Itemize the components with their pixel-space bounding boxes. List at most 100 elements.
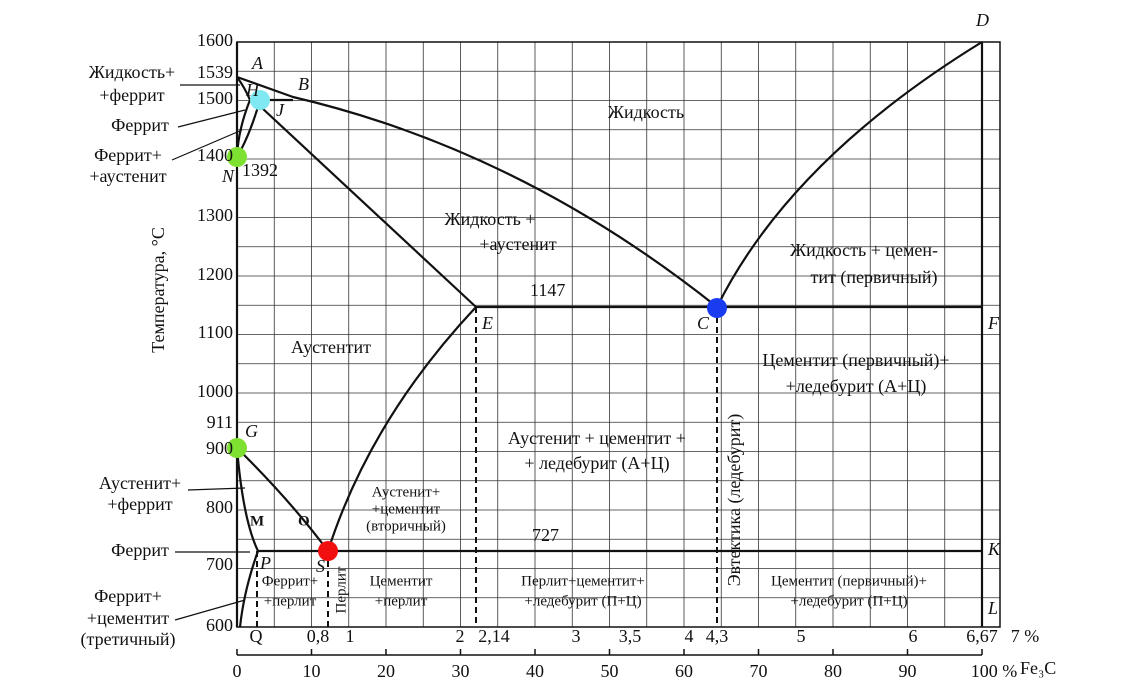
- fe3c-tick-label: 70: [750, 661, 768, 681]
- c-tick: 2: [456, 626, 465, 646]
- grid: [236, 41, 1000, 628]
- liquidus-abc: [236, 75, 718, 308]
- point-label: O: [298, 513, 310, 529]
- fe3c-tick-label: 20: [377, 661, 395, 681]
- y-tick: 1300: [197, 205, 233, 225]
- y-tick: 900: [206, 438, 233, 458]
- region-label: Аустенит + цементит +: [508, 428, 686, 448]
- region-label: Жидкость +: [445, 209, 536, 229]
- region-label: Жидкость: [608, 102, 684, 122]
- region-label: Аустенит+: [372, 484, 441, 500]
- point-label: L: [987, 598, 998, 618]
- side-label: +феррит: [107, 494, 172, 514]
- y-tick: 1500: [197, 88, 233, 108]
- point-label: E: [481, 313, 493, 333]
- fe3c-tick-label: 40: [526, 661, 544, 681]
- region-label: +ледебурит (П+Ц): [524, 593, 641, 609]
- point-g-marker: [227, 438, 247, 458]
- fe3c-tick-label: 50: [601, 661, 619, 681]
- c-tick: 1: [346, 626, 355, 646]
- c-tick: 5: [797, 626, 806, 646]
- peritectic: [236, 76, 293, 102]
- side-label: Феррит+: [94, 145, 162, 165]
- pointers: [171, 84, 250, 621]
- point-label: D: [975, 10, 989, 30]
- fe3c-tick-label: 10: [303, 661, 321, 681]
- point-label: N: [221, 166, 235, 186]
- c-axis: Q 0,8 1 2 2,14 3 3,5 4 4,3 5 6 6,67 7 %: [250, 626, 1040, 646]
- y-tick: 700: [206, 554, 233, 574]
- solidus-je: [261, 107, 477, 308]
- c-tick: 2,14: [478, 626, 510, 646]
- region-label: + ледебурит (А+Ц): [524, 453, 669, 474]
- point-c-marker: [707, 298, 727, 318]
- point-label: J: [276, 100, 285, 120]
- point-labels: A B H J N E C F D G S P K L M O: [221, 10, 1001, 618]
- c-tick: Q: [250, 626, 263, 646]
- fe3c-tick-label: 80: [824, 661, 842, 681]
- point-j-marker: [250, 90, 270, 110]
- c-tick: 3: [572, 626, 581, 646]
- point-label: A: [251, 53, 264, 73]
- region-label: Жидкость + цемен-: [790, 240, 938, 260]
- side-label: Феррит+: [94, 586, 162, 606]
- side-label: +феррит: [99, 85, 164, 105]
- fe3c-unit: Fe₃C: [1020, 658, 1056, 678]
- c-tick: 3,5: [619, 626, 642, 646]
- fe3c-axis: 0 10 20 30 40 50 60 70 80 90 100 %: [233, 649, 1018, 681]
- region-label: +аустенит: [479, 234, 556, 254]
- region-label: Аустентит: [291, 337, 371, 357]
- line-es: [326, 306, 477, 552]
- y-tick: 1000: [197, 381, 233, 401]
- point-label: F: [987, 313, 1000, 333]
- region-label: +ледебурит (П+Ц): [790, 593, 907, 609]
- c-tick: 4,3: [706, 626, 729, 646]
- c-tick: 4: [685, 626, 694, 646]
- fe3c-tick-label: 0: [233, 661, 242, 681]
- fe3c-tick-label: 100 %: [971, 661, 1018, 681]
- c-tick: 6: [909, 626, 918, 646]
- region-label: Эвтектика (ледебурит): [724, 414, 745, 587]
- phase-lines: [235, 41, 984, 628]
- fe3c-tick-label: 90: [899, 661, 917, 681]
- point-label: P: [259, 553, 271, 573]
- side-label: Аустенит+: [99, 473, 181, 493]
- point-label: S: [316, 556, 325, 576]
- temperature: 911: [207, 412, 233, 432]
- line-gp: [235, 447, 259, 552]
- side-label: Феррит: [111, 115, 169, 135]
- side-label: Жидкость+: [89, 62, 175, 82]
- side-labels: Жидкость+ +феррит Феррит Феррит+ +аустен…: [81, 62, 182, 650]
- liquidus-cd: [716, 41, 983, 308]
- region-label: Цементит (первичный)+: [771, 573, 927, 589]
- line-gs: [236, 447, 329, 552]
- c-tick: 6,67: [966, 626, 998, 646]
- side-label: (третичный): [81, 629, 176, 650]
- point-label: B: [298, 74, 309, 94]
- c-tick: 7 %: [1011, 626, 1040, 646]
- point-label: M: [250, 513, 264, 529]
- side-label: Феррит: [111, 540, 169, 560]
- y-tick: 1200: [197, 264, 233, 284]
- region-label: Феррит+: [262, 573, 319, 589]
- point-label: H: [245, 80, 260, 100]
- y-tick: 1600: [197, 30, 233, 50]
- fe3c-tick-label: 60: [675, 661, 693, 681]
- y-axis-title: Температура, °C: [148, 227, 168, 353]
- temperature: 1539: [197, 62, 233, 82]
- region-label: Перлит+цементит+: [521, 573, 645, 589]
- temperature: 727: [532, 525, 559, 545]
- region-label: Цементит: [370, 573, 433, 589]
- region-label: +перлит: [375, 593, 428, 609]
- side-label: +цементит: [87, 608, 169, 628]
- y-axis: 1600 1500 1400 1300 1200 1100 1000 900 8…: [197, 30, 233, 635]
- point-label: C: [697, 313, 710, 333]
- y-tick: 1100: [198, 322, 233, 342]
- point-s-marker: [318, 541, 338, 561]
- temperature: 1147: [530, 280, 565, 300]
- region-labels: Жидкость Жидкость + +аустенит Жидкость +…: [262, 102, 950, 613]
- region-label: +перлит: [264, 593, 317, 609]
- y-tick: 1400: [197, 145, 233, 165]
- region-label: +цементит: [372, 501, 441, 517]
